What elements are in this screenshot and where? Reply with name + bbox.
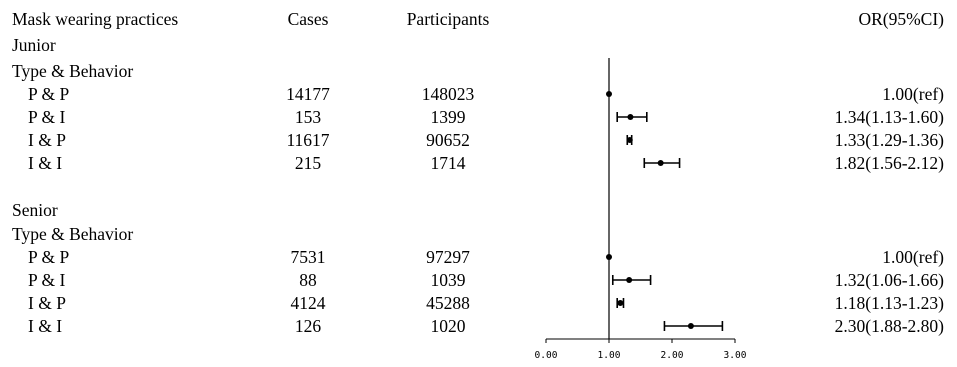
point-estimate — [606, 91, 612, 97]
row-participants: 45288 — [426, 293, 470, 313]
row-participants: 97297 — [426, 247, 470, 267]
header-cases: Cases — [287, 9, 329, 29]
point-estimate — [627, 114, 634, 120]
row-cases: 126 — [294, 316, 322, 336]
row-label: I & P — [28, 130, 66, 150]
subheading-junior: Type & Behavior — [12, 61, 134, 81]
point-estimate — [617, 300, 624, 306]
group-name-junior: Junior — [12, 35, 56, 55]
subheading-senior: Type & Behavior — [12, 224, 134, 244]
row-cases: 88 — [299, 270, 317, 290]
x-tick-label: 0.00 — [535, 350, 558, 361]
header-or: OR(95%CI) — [858, 9, 944, 29]
row-or: 1.00(ref) — [882, 247, 944, 267]
row-participants: 1399 — [430, 107, 466, 127]
header-participants: Participants — [406, 9, 490, 29]
row-participants: 1039 — [430, 270, 466, 290]
row-participants: 1714 — [430, 153, 466, 173]
row-label: I & P — [28, 293, 66, 313]
point-estimate — [626, 137, 633, 143]
row-or: 1.32(1.06-1.66) — [834, 270, 944, 290]
header-practices: Mask wearing practices — [12, 9, 179, 29]
point-estimate — [606, 254, 612, 260]
row-cases: 11617 — [286, 130, 330, 150]
row-label: I & I — [28, 153, 63, 173]
row-or: 1.18(1.13-1.23) — [834, 293, 944, 313]
row-cases: 14177 — [286, 84, 330, 104]
row-cases: 153 — [294, 107, 322, 127]
group-name-senior: Senior — [12, 200, 58, 220]
row-cases: 7531 — [290, 247, 326, 267]
x-tick-label: 3.00 — [724, 350, 747, 361]
row-or: 1.33(1.29-1.36) — [834, 130, 944, 150]
row-or: 2.30(1.88-2.80) — [834, 316, 944, 336]
point-estimate — [657, 160, 664, 166]
row-label: P & P — [28, 247, 70, 267]
point-estimate — [687, 323, 694, 329]
row-participants: 1020 — [430, 316, 466, 336]
row-participants: 90652 — [426, 130, 470, 150]
x-tick-label: 1.00 — [598, 350, 621, 361]
row-label: P & I — [28, 270, 66, 290]
row-label: P & I — [28, 107, 66, 127]
row-or: 1.00(ref) — [882, 84, 944, 104]
row-or: 1.82(1.56-2.12) — [834, 153, 944, 173]
row-label: P & P — [28, 84, 70, 104]
row-participants: 148023 — [421, 84, 475, 104]
point-estimate — [626, 277, 633, 283]
row-cases: 215 — [294, 153, 322, 173]
row-or: 1.34(1.13-1.60) — [834, 107, 944, 127]
x-tick-label: 2.00 — [661, 350, 684, 361]
row-label: I & I — [28, 316, 63, 336]
row-cases: 4124 — [290, 293, 326, 313]
